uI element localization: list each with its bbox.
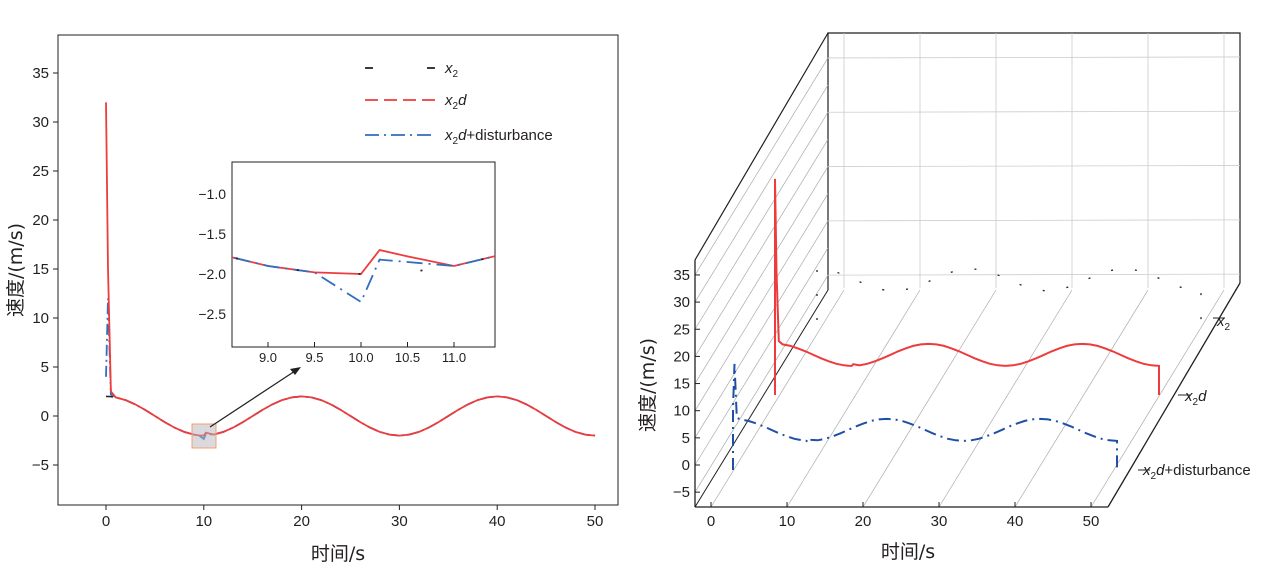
x-tick-label: 50	[1083, 513, 1100, 530]
floor-grid	[710, 289, 845, 508]
series3d-x2d-disturbance	[732, 363, 1118, 470]
x-tick-label: 40	[489, 513, 506, 530]
z-tick-label: 0	[682, 457, 690, 474]
inset-series-line	[232, 255, 495, 304]
left-wall-grid	[694, 166, 829, 384]
x-tick-label: 10	[779, 513, 796, 530]
depth-label: x2	[1216, 313, 1231, 333]
y-tick-label: −5	[32, 457, 49, 474]
inset-lines	[232, 248, 495, 304]
back-grid-h	[827, 56, 1241, 59]
legend-label: x2d	[444, 92, 467, 112]
z-axis-label: 速度/(m/s)	[637, 338, 659, 432]
left-wall-grid	[694, 247, 829, 466]
x-tick-label: 20	[293, 513, 310, 530]
legend-label: x2d+disturbance	[444, 127, 553, 147]
inset-y-tick-label: −2.5	[198, 306, 226, 322]
inset-x-tick-label: 9.5	[305, 350, 323, 365]
y-tick-label: 25	[32, 163, 49, 180]
arrow-head-icon	[290, 367, 301, 375]
depth-axis	[1107, 282, 1241, 508]
inset-x-tick-label: 9.0	[259, 350, 277, 365]
inset-frame	[231, 161, 496, 348]
right-3d-chart: −5 0 5 10 15 20 25 30 35 0 10 20 30 40 50 时间/s 速度/(m/s) x…	[637, 32, 1251, 563]
x-tick-label: 50	[587, 513, 604, 530]
y-tick-label: 0	[41, 408, 49, 425]
back-grid-h	[827, 165, 1241, 167]
inset-y-tick-label: −1.5	[198, 226, 226, 242]
y-tick-label: 5	[41, 359, 49, 376]
left-wall-grid	[694, 274, 829, 493]
floor-grid	[862, 289, 997, 508]
left-wall-grid	[694, 112, 829, 330]
x-tick-label: 40	[1007, 513, 1024, 530]
back-grid-h	[827, 219, 1241, 222]
back-wall-frame	[827, 32, 1241, 290]
x-tick-label: 10	[195, 513, 212, 530]
back-grid-h	[827, 273, 1241, 276]
left-wall-grid	[694, 57, 829, 276]
series3d-x2d	[774, 178, 1160, 395]
left-wall-grid	[694, 84, 829, 303]
floor-grid	[1014, 289, 1149, 508]
y-tick-label: 20	[32, 212, 49, 229]
z-tick-label: 15	[673, 376, 690, 393]
inset-series-line	[232, 255, 495, 275]
back-grid-h	[827, 110, 1241, 113]
z-tick-label: −5	[673, 484, 690, 501]
inset-x-tick-label: 10.5	[395, 350, 420, 365]
left-wall-grid	[694, 220, 829, 439]
floor-grid	[1090, 289, 1225, 508]
z-tick-label: 25	[673, 321, 690, 338]
y-axis-label: 速度/(m/s)	[5, 223, 27, 317]
x-tick-label: 30	[391, 513, 408, 530]
x-tick-label: 0	[707, 513, 715, 530]
z-tick-label: 35	[673, 267, 690, 284]
y-tick-label: 15	[32, 261, 49, 278]
left-floor-edge	[694, 289, 829, 508]
inset-series-line	[232, 248, 495, 275]
x-tick-label: 30	[931, 513, 948, 530]
y-tick-label: 30	[32, 114, 49, 131]
legend-label: x2	[444, 60, 459, 80]
left-wall-grid	[694, 193, 829, 411]
z-tick-label: 20	[673, 348, 690, 365]
inset-y-tick-label: −1.0	[198, 186, 226, 202]
inset-x-tick-label: 10.0	[348, 350, 373, 365]
y-tick-label: 10	[32, 310, 49, 327]
plot-frame	[57, 34, 619, 506]
depth-label: x2d+disturbance	[1142, 462, 1251, 482]
zoom-region-highlight	[191, 423, 217, 449]
floor-grid	[786, 289, 921, 508]
x-tick-label: 0	[102, 513, 110, 530]
inset-y-tick-label: −2.0	[198, 266, 226, 282]
zoom-arrow	[209, 370, 296, 428]
y-tick-label: 35	[32, 65, 49, 82]
series3d-x2	[816, 268, 1202, 320]
inset-x-tick-label: 11.0	[442, 350, 466, 365]
z-tick-label: 10	[673, 403, 690, 420]
left-wall-grid	[694, 139, 829, 357]
floor-grid	[938, 289, 1073, 508]
left-chart: 0 10 20 30 40 50 −5 0 5 10 15 20 25 30 35 时间/s 速度/(m/s) x…	[5, 34, 619, 565]
depth-label: x2d	[1184, 388, 1207, 408]
z-tick-label: 30	[673, 294, 690, 311]
z-tick-label: 5	[682, 430, 690, 447]
x-axis-label: 时间/s	[311, 543, 365, 565]
x-axis-label: 时间/s	[881, 541, 935, 563]
series-line-x2d	[105, 102, 596, 437]
main-plot-lines	[105, 102, 596, 441]
x-tick-label: 20	[855, 513, 872, 530]
left-top-edge	[694, 32, 829, 261]
